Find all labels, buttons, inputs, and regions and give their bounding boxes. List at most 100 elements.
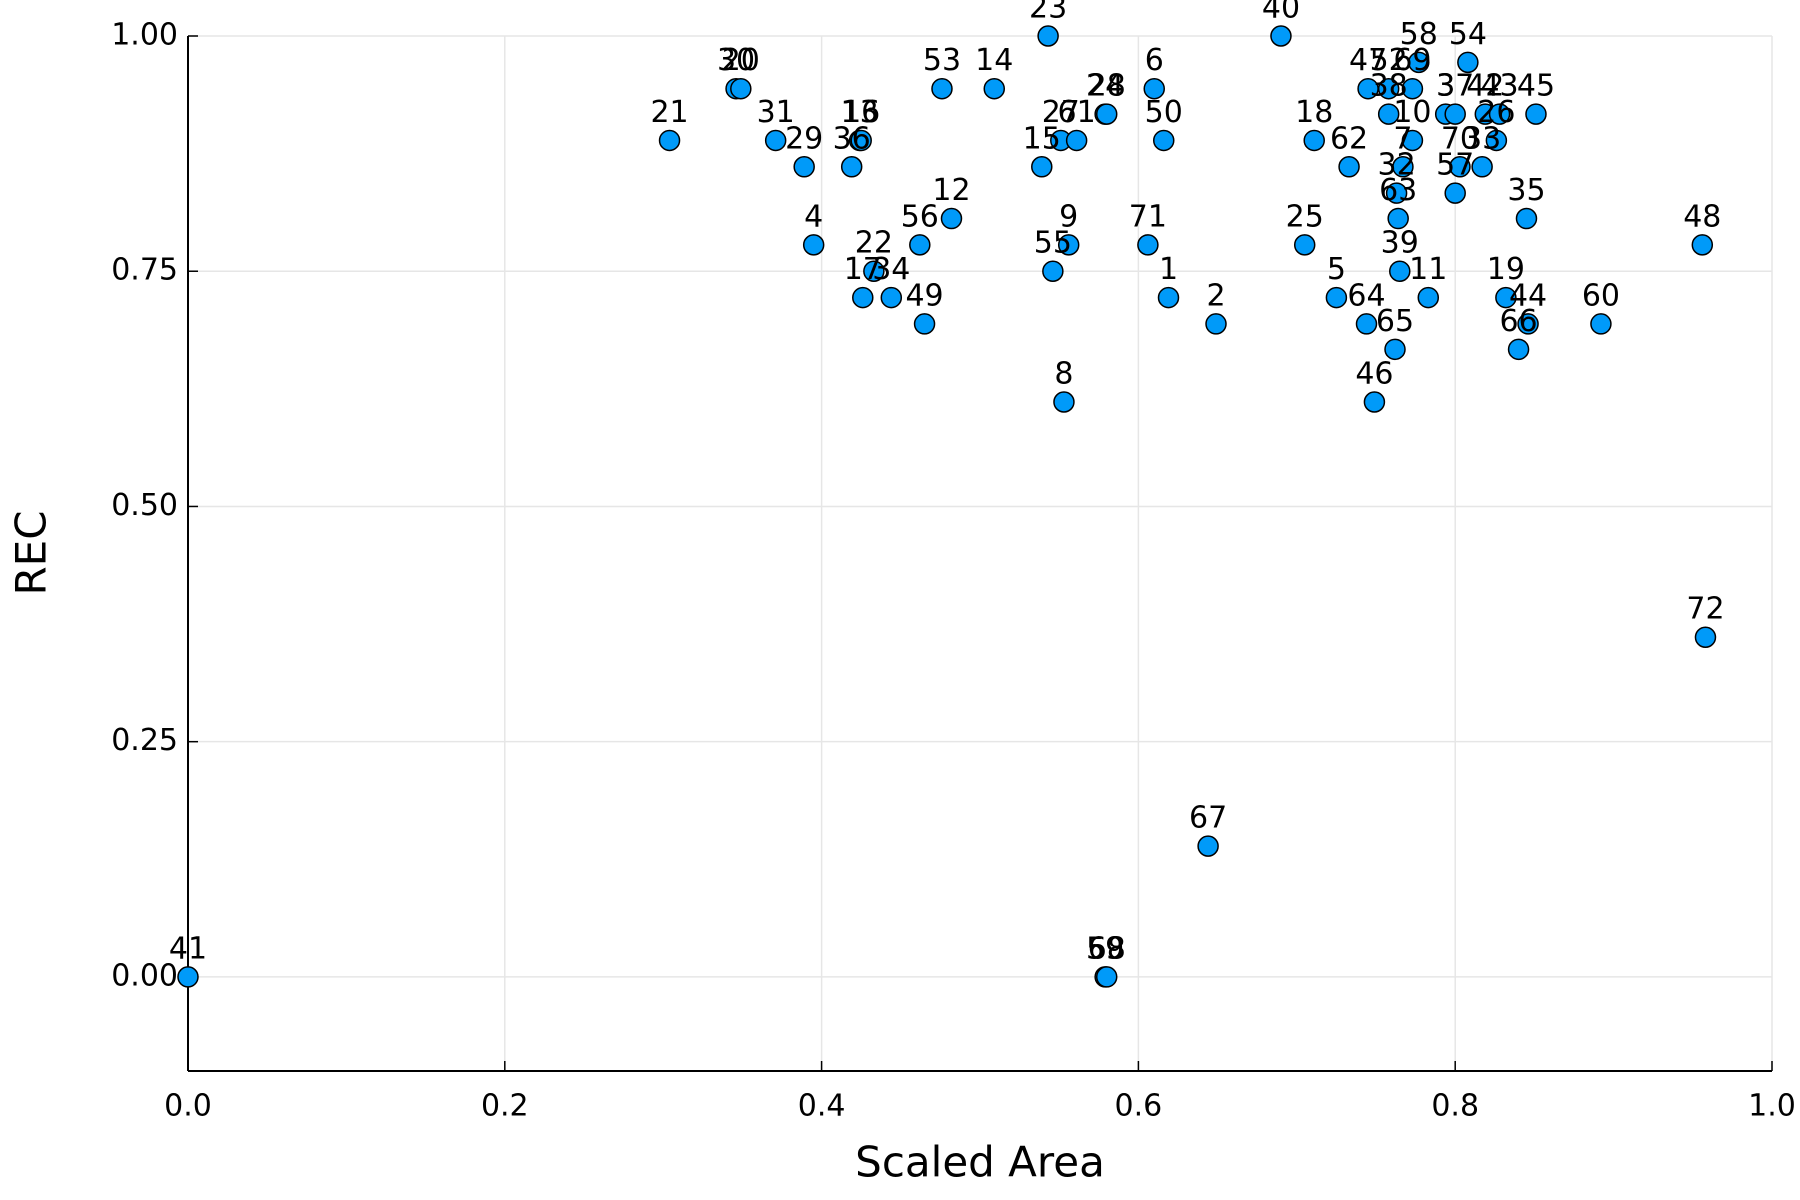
point [863, 260, 885, 282]
point [1137, 234, 1159, 256]
point [1387, 207, 1409, 230]
point-label: 60 [1582, 278, 1620, 313]
point-label: 66 [1499, 304, 1537, 339]
point-label: 41 [169, 931, 207, 966]
point-label: 28 [1088, 69, 1126, 104]
point [1691, 234, 1714, 256]
point [1037, 25, 1059, 47]
x-tick-label: 0.4 [798, 1089, 846, 1124]
point-label: 57 [1436, 148, 1474, 183]
point-label: 46 [1355, 357, 1393, 392]
x-tick-label: 0.0 [164, 1089, 212, 1124]
y-tick-label: 0.00 [111, 958, 178, 993]
point-label: 72 [1686, 592, 1724, 627]
point [1444, 182, 1466, 204]
x-tick-label: 0.2 [481, 1089, 529, 1124]
point-label: 34 [872, 252, 910, 287]
point-label: 8 [1054, 357, 1073, 392]
point [1449, 156, 1471, 178]
point [1363, 391, 1386, 413]
point [1525, 103, 1547, 125]
point-label: 65 [1376, 304, 1414, 339]
point-label: 23 [1029, 0, 1067, 26]
point [658, 129, 681, 152]
point [1392, 156, 1414, 178]
point-label: 32 [1377, 148, 1415, 183]
point [913, 313, 936, 335]
point [840, 156, 863, 178]
point [1095, 966, 1118, 988]
point [177, 966, 199, 988]
point [1389, 260, 1411, 282]
point-label: 4 [804, 199, 823, 234]
point [1270, 25, 1292, 47]
point-label: 42 [1466, 69, 1504, 104]
x-tick-label: 1.0 [1748, 1089, 1796, 1124]
point-label: 30 [717, 43, 755, 78]
point [1694, 626, 1717, 648]
point [1293, 234, 1316, 256]
point-label: 55 [1034, 226, 1072, 261]
point-label: 31 [757, 95, 795, 130]
point-label: 25 [1286, 199, 1324, 234]
point-label: 47 [1349, 43, 1387, 78]
point-label: 59 [1086, 931, 1124, 966]
point-label: 15 [1023, 121, 1061, 156]
point [1057, 234, 1080, 256]
y-tick-label: 0.50 [111, 488, 178, 523]
point-label: 35 [1507, 173, 1545, 208]
point-label: 54 [1449, 17, 1487, 52]
point [940, 207, 963, 230]
point [1325, 286, 1348, 309]
point [1517, 313, 1539, 335]
point [931, 77, 953, 100]
point-label: 17 [844, 252, 882, 287]
point-label: 1 [1159, 252, 1178, 287]
point [852, 286, 874, 309]
point [1417, 286, 1440, 309]
point-label: 27 [1042, 95, 1080, 130]
point-label: 18 [1295, 95, 1333, 130]
point [730, 77, 752, 100]
point-label: 33 [1463, 121, 1501, 156]
point-label: 26 [1477, 95, 1515, 130]
point [1377, 77, 1400, 100]
x-tick-label: 0.8 [1431, 1089, 1479, 1124]
point [909, 234, 931, 256]
point-label: 40 [1262, 0, 1300, 26]
point [983, 77, 1006, 100]
point-label: 62 [1330, 121, 1368, 156]
point [880, 286, 903, 309]
point-label: 52 [1370, 43, 1408, 78]
y-tick-label: 1.00 [111, 18, 178, 53]
point [1065, 129, 1088, 152]
point-label: 56 [901, 199, 939, 234]
point-label: 61 [1058, 95, 1096, 130]
point-label: 69 [1393, 43, 1431, 78]
point [1590, 313, 1612, 335]
point-label: 37 [1436, 69, 1474, 104]
point-label: 68 [1088, 931, 1126, 966]
point [1515, 207, 1538, 230]
point [1444, 103, 1466, 125]
point-label: 48 [1683, 199, 1721, 234]
point [1488, 103, 1511, 125]
point [1495, 286, 1517, 309]
y-tick-label: 0.25 [111, 723, 178, 758]
point-label: 14 [975, 43, 1013, 78]
point-label: 38 [1370, 69, 1408, 104]
point-label: 10 [1393, 95, 1431, 130]
point-label: 20 [722, 43, 760, 78]
point [1377, 103, 1400, 125]
point [1143, 77, 1165, 100]
point [850, 129, 872, 152]
point-label: 45 [1517, 69, 1555, 104]
point-label: 43 [1480, 69, 1518, 104]
point-label: 64 [1347, 278, 1385, 313]
point-label: 16 [842, 95, 880, 130]
point [1457, 51, 1479, 74]
point-label: 39 [1381, 226, 1419, 261]
point [1385, 182, 1408, 204]
point [1384, 338, 1406, 361]
